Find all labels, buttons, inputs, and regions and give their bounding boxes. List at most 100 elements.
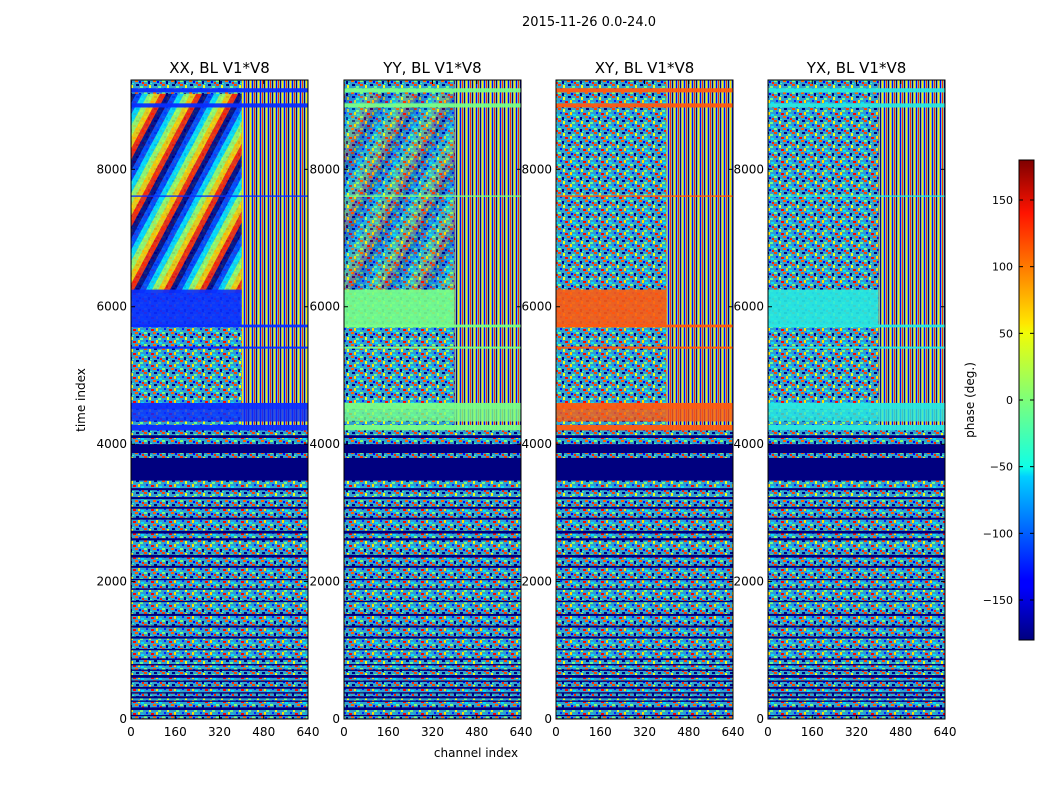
heatmap-fine-stripes	[666, 80, 733, 431]
heatmap-gap-band	[344, 88, 521, 93]
heatmap-masked-band	[768, 648, 945, 651]
heatmap-masked-band	[556, 669, 733, 671]
heatmap-masked-band	[131, 613, 308, 616]
heatmap-masked-band	[556, 675, 733, 678]
heatmap-masked-band	[344, 636, 521, 639]
colorbar-tick-label: −100	[983, 527, 1013, 540]
heatmap-masked-band	[556, 488, 733, 491]
heatmap-masked-band	[131, 664, 308, 666]
heatmap-masked-band	[344, 692, 521, 694]
heatmap-gap-band	[131, 195, 308, 197]
x-tick-label: 0	[764, 725, 772, 739]
heatmap-gap-band	[344, 402, 521, 410]
y-tick-label: 6000	[521, 300, 552, 314]
heatmap-fine-stripes	[878, 80, 945, 431]
heatmap-masked-band	[556, 517, 733, 520]
heatmap-flat-band	[556, 289, 667, 328]
y-axis-label: time index	[74, 368, 88, 432]
x-tick-label: 320	[208, 725, 231, 739]
heatmap-masked-band	[131, 675, 308, 678]
y-tick-label: 8000	[521, 162, 552, 176]
heatmap-masked-band	[556, 707, 733, 711]
heatmap-flat-band	[768, 289, 879, 328]
heatmap-masked-band	[131, 538, 308, 541]
panel-yy: YY, BL V1*V8 0 160 320 480 640 0 2000 4000 6000 80…	[309, 59, 532, 739]
heatmap-masked-band	[131, 435, 308, 438]
heatmap-masked-band	[131, 658, 308, 660]
heatmap-masked-band	[131, 530, 308, 534]
heatmap-masked-band	[556, 692, 733, 694]
heatmap-gap-band	[131, 88, 308, 93]
y-tick-label: 8000	[96, 162, 127, 176]
heatmap-gap-band	[556, 346, 733, 349]
heatmap-masked-band	[768, 435, 945, 438]
heatmap-masked-band	[131, 669, 308, 671]
x-tick-label: 0	[127, 725, 135, 739]
heatmap-masked-band	[344, 600, 521, 603]
x-tick-label: 160	[377, 725, 400, 739]
suptitle: 2015-11-26 0.0-24.0	[522, 15, 656, 30]
heatmap-gap-band	[131, 402, 308, 410]
heatmap-masked-band	[556, 538, 733, 541]
panel-title: YX, BL V1*V8	[806, 59, 907, 77]
heatmap-masked-band	[768, 578, 945, 581]
panel-xy: XY, BL V1*V8 0 160 320 480 640 0 2000 4000 6000 80…	[521, 59, 744, 739]
heatmap-flat-band	[556, 409, 733, 422]
heatmap-masked-band	[344, 686, 521, 689]
heatmap-masked-band	[344, 664, 521, 666]
x-tick-label: 160	[589, 725, 612, 739]
heatmap-gap-band	[768, 88, 945, 93]
heatmap-masked-band	[344, 554, 521, 558]
heatmap-masked-band	[556, 444, 733, 454]
x-tick-label: 0	[552, 725, 560, 739]
x-tick-label: 160	[164, 725, 187, 739]
heatmap-masked-band	[768, 538, 945, 541]
heatmap-gap-band	[768, 346, 945, 349]
y-tick-label: 6000	[733, 300, 764, 314]
heatmap-fine-stripes	[454, 80, 521, 431]
heatmap-gap-band	[131, 346, 308, 349]
heatmap-flat-band	[131, 289, 242, 328]
heatmap-masked-band	[131, 488, 308, 491]
heatmap-fine-stripes	[241, 80, 308, 431]
heatmap-masked-band	[344, 444, 521, 454]
x-tick-label: 0	[340, 725, 348, 739]
heatmap-masked-band	[768, 636, 945, 639]
heatmap-masked-band	[131, 497, 308, 500]
heatmap-masked-band	[556, 588, 733, 590]
heatmap-gap-band	[344, 195, 521, 197]
y-tick-label: 4000	[309, 437, 340, 451]
heatmap-masked-band	[556, 435, 733, 438]
heatmap-masked-band	[768, 675, 945, 678]
heatmap-gap-band	[556, 103, 733, 108]
y-tick-label: 4000	[96, 437, 127, 451]
heatmap-masked-band	[556, 497, 733, 500]
heatmap-masked-band	[768, 600, 945, 603]
heatmap-masked-band	[556, 696, 733, 699]
heatmap-masked-band	[131, 554, 308, 558]
heatmap-masked-band	[556, 457, 733, 481]
heatmap-masked-band	[344, 530, 521, 534]
heatmap-masked-band	[556, 530, 733, 534]
heatmap-masked-band	[344, 497, 521, 500]
x-tick-label: 160	[801, 725, 824, 739]
heatmap-masked-band	[556, 625, 733, 628]
x-tick-label: 640	[510, 725, 533, 739]
panel-title: XY, BL V1*V8	[595, 59, 695, 77]
heatmap-masked-band	[344, 648, 521, 651]
panel-xx: XX, BL V1*V8 0 160 320 480 640 0 2000 4000 6000 80…	[96, 59, 319, 739]
colorbar-label: phase (deg.)	[963, 362, 977, 438]
heatmap-gap-band	[556, 324, 733, 328]
heatmap-gap-band	[768, 324, 945, 328]
heatmap-gap-band	[344, 103, 521, 108]
heatmap-gap-band	[556, 195, 733, 197]
y-tick-label: 2000	[309, 575, 340, 589]
heatmap-flat-band	[344, 289, 455, 328]
x-tick-label: 320	[421, 725, 444, 739]
y-tick-label: 0	[544, 712, 552, 726]
heatmap-masked-band	[344, 700, 521, 702]
x-tick-label: 480	[889, 725, 912, 739]
heatmap-masked-band	[768, 530, 945, 534]
heatmap-masked-band	[768, 658, 945, 660]
heatmap-gap-band	[768, 402, 945, 410]
